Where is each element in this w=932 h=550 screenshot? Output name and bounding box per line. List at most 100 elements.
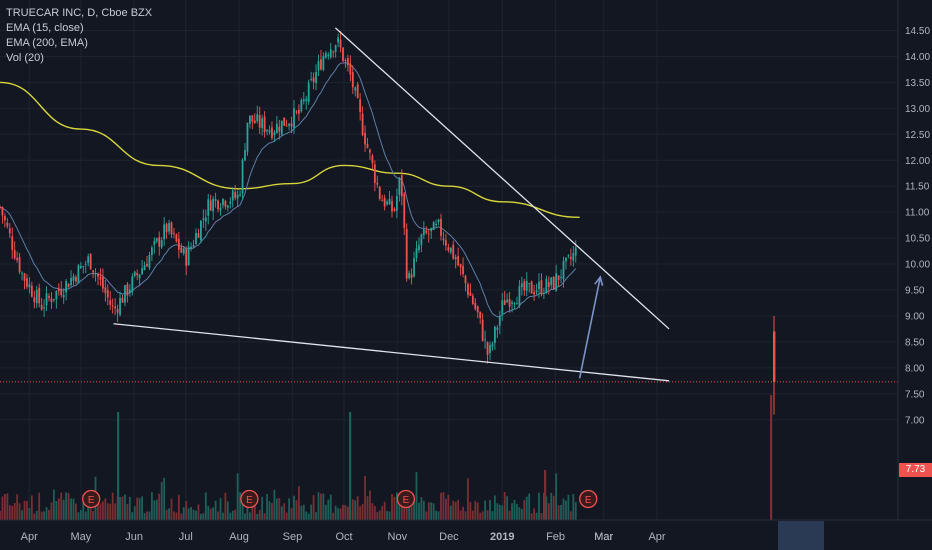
candle-body	[332, 51, 335, 53]
earnings-marker-label: E	[403, 495, 410, 506]
projection-arrow[interactable]	[578, 276, 602, 379]
volume-bar	[256, 513, 259, 520]
price-axis[interactable]	[898, 0, 932, 550]
candle-body	[28, 284, 31, 288]
candle-body	[427, 233, 430, 235]
earnings-marker[interactable]	[240, 489, 259, 509]
volume-bar	[170, 498, 173, 520]
candle-body	[440, 218, 442, 236]
volume-bar	[555, 473, 558, 520]
candle-body	[425, 230, 428, 233]
candle-body	[773, 331, 776, 382]
candle-body	[138, 274, 141, 279]
legend-ema-slow[interactable]: EMA (200, EMA)	[6, 37, 88, 49]
candle-body	[562, 261, 565, 280]
volume-bar	[413, 501, 415, 520]
volume-bar	[378, 510, 381, 520]
candle-body	[349, 63, 352, 75]
candle-body	[82, 265, 85, 267]
trendlines[interactable]	[113, 27, 670, 382]
candle-body	[60, 289, 63, 296]
volume-bar	[249, 512, 251, 520]
candle-body	[187, 246, 190, 266]
y-tick-label: 7.00	[905, 415, 925, 426]
volume-bar	[405, 501, 408, 520]
candle-body	[280, 120, 283, 135]
x-tick-label: Oct	[335, 531, 352, 543]
candle-body	[295, 111, 298, 113]
candle-body	[356, 84, 359, 98]
volume-bar	[62, 499, 65, 520]
candle-body	[175, 234, 178, 242]
trendline-lower[interactable]	[113, 323, 670, 382]
volume-bar	[496, 503, 499, 520]
volume-bar	[457, 499, 460, 520]
volume-bar	[491, 511, 494, 520]
legend-ema-fast[interactable]: EMA (15, close)	[6, 22, 84, 34]
earnings-marker[interactable]	[396, 489, 416, 509]
candle-body	[293, 108, 295, 128]
candle-body	[376, 182, 379, 185]
volume-bar	[70, 498, 72, 520]
candle-body	[119, 298, 121, 315]
candle-body	[43, 307, 45, 309]
volume-bar	[302, 504, 305, 520]
candle-body	[116, 309, 119, 313]
volume-bar	[285, 512, 288, 520]
x-tick-label: Dec	[439, 531, 459, 543]
candle-body	[457, 256, 460, 266]
candle-body	[543, 292, 545, 294]
volume-bar	[422, 500, 425, 520]
volume-bar	[4, 494, 6, 520]
x-tick-label: Jun	[125, 531, 143, 543]
candle-body	[506, 299, 509, 303]
candle-body	[484, 339, 486, 341]
candle-body	[48, 296, 50, 298]
candle-body	[413, 258, 415, 277]
y-tick-label: 11.50	[905, 182, 930, 193]
candle-body	[241, 160, 244, 194]
candle-body	[273, 132, 276, 136]
earnings-marker[interactable]	[82, 489, 101, 509]
candle-body	[354, 87, 357, 91]
time-axis[interactable]	[0, 520, 932, 550]
candle-body	[572, 253, 575, 261]
y-tick-label: 8.50	[905, 337, 925, 348]
candle-body	[84, 263, 87, 265]
candle-body	[410, 274, 413, 278]
candle-body	[173, 232, 175, 234]
volume-bar	[40, 511, 43, 520]
volume-bar	[197, 504, 200, 520]
y-tick-label: 11.00	[905, 208, 930, 219]
candle-body	[38, 287, 41, 304]
candle-body	[212, 198, 215, 212]
candle-body	[258, 115, 261, 128]
volume-bar	[315, 512, 317, 520]
volume-bar	[271, 503, 273, 520]
volume-bar	[82, 494, 85, 520]
y-tick-label: 7.50	[905, 389, 925, 400]
legend-volume[interactable]: Vol (20)	[6, 52, 44, 64]
candle-body	[347, 58, 349, 66]
earnings-marker[interactable]	[579, 489, 598, 509]
candle-body	[474, 302, 477, 310]
volume-bar	[275, 498, 278, 520]
candle-body	[219, 207, 222, 211]
volume-bar	[168, 508, 170, 520]
legend-symbol[interactable]: TRUECAR INC, D, Cboe BZX	[6, 7, 153, 19]
candle-body	[290, 123, 293, 127]
candle-body	[136, 273, 139, 276]
candle-body	[102, 276, 104, 289]
candle-body	[182, 248, 185, 254]
candle-body	[459, 264, 462, 268]
volume-bar	[545, 496, 548, 520]
volume-bar	[121, 496, 124, 520]
candle-body	[16, 257, 19, 261]
trendline-upper[interactable]	[334, 27, 670, 330]
candle-body	[278, 126, 281, 132]
candle-body	[21, 272, 23, 274]
candle-body	[285, 125, 288, 127]
